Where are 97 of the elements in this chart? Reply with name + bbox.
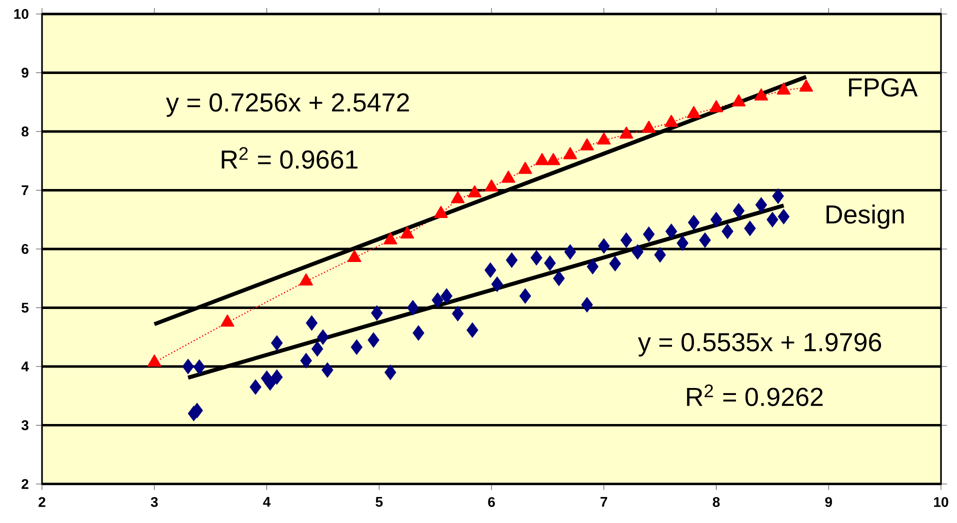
x-tick-label: 3 xyxy=(150,497,158,507)
x-tick-label: 2 xyxy=(38,497,46,507)
point xyxy=(530,250,542,266)
x-tick-label: 9 xyxy=(825,497,832,507)
point xyxy=(632,244,644,260)
point xyxy=(368,332,380,348)
point xyxy=(271,369,283,385)
x-tick-label: 4 xyxy=(263,497,271,507)
point xyxy=(466,322,478,338)
point xyxy=(194,359,206,375)
point xyxy=(535,153,549,166)
point xyxy=(598,238,610,254)
point xyxy=(350,339,362,355)
point xyxy=(722,224,734,239)
point xyxy=(732,203,745,218)
point xyxy=(484,262,496,278)
point xyxy=(710,212,722,228)
x-tick-label: 7 xyxy=(600,497,608,507)
y-tick-label: 8 xyxy=(22,126,28,136)
point xyxy=(664,114,678,127)
series-label: Design xyxy=(826,204,904,229)
point xyxy=(384,232,398,244)
point xyxy=(553,270,565,286)
point xyxy=(434,206,448,218)
annotation: y = 0.7256x + 2.5472 xyxy=(166,93,409,117)
y-tick-label: 3 xyxy=(21,420,28,430)
point xyxy=(642,120,656,133)
point xyxy=(732,94,746,106)
annotation: R$^{2}$ = 0.9262 xyxy=(687,384,823,406)
point xyxy=(688,214,700,230)
point xyxy=(322,362,334,378)
y-tick-label: 5 xyxy=(22,302,29,313)
x-tick-label: 5 xyxy=(376,497,383,507)
point xyxy=(407,300,419,316)
series-label: FPGA xyxy=(849,78,918,97)
x-tick-label: 6 xyxy=(488,497,495,507)
point xyxy=(312,341,324,356)
annotation: y = 0.5535x + 1.9796 xyxy=(638,332,882,357)
point xyxy=(412,325,424,341)
point xyxy=(384,364,396,380)
point xyxy=(491,276,503,292)
y-tick-label: 2 xyxy=(22,479,28,489)
point xyxy=(597,132,611,144)
point xyxy=(676,236,688,251)
point xyxy=(581,297,593,312)
point xyxy=(686,106,701,118)
point xyxy=(654,247,666,262)
point xyxy=(766,212,778,228)
x-tick-label: 8 xyxy=(712,497,720,507)
point xyxy=(586,259,598,274)
point xyxy=(450,191,465,204)
point xyxy=(182,358,194,374)
point xyxy=(506,252,518,268)
point xyxy=(563,147,578,160)
y-tick-label: 7 xyxy=(22,185,28,196)
point xyxy=(620,232,632,248)
point xyxy=(432,292,444,308)
point xyxy=(271,335,283,351)
point xyxy=(250,379,262,395)
point xyxy=(580,138,594,150)
point xyxy=(699,232,711,248)
point xyxy=(452,306,464,322)
point xyxy=(306,315,318,331)
point xyxy=(317,330,329,345)
x-tick-label: 10 xyxy=(934,497,948,507)
point xyxy=(440,288,452,304)
point xyxy=(564,244,576,260)
point xyxy=(754,88,768,100)
point xyxy=(484,180,498,192)
point xyxy=(300,353,312,368)
point xyxy=(744,220,756,236)
point xyxy=(518,162,532,174)
point xyxy=(348,250,362,262)
y-tick-label: 6 xyxy=(22,244,28,254)
point xyxy=(755,197,768,213)
point xyxy=(519,288,532,304)
point xyxy=(666,224,678,239)
y-tick-label: 9 xyxy=(22,68,28,78)
point xyxy=(546,153,560,166)
point xyxy=(502,170,516,183)
point xyxy=(778,209,790,224)
point xyxy=(371,305,383,321)
point xyxy=(799,80,813,92)
y-tick-label: 10 xyxy=(14,9,28,19)
point xyxy=(709,100,724,112)
y-tick-label: 4 xyxy=(21,362,29,372)
point xyxy=(772,188,784,204)
point xyxy=(544,255,556,271)
point xyxy=(400,226,414,238)
point xyxy=(299,274,313,286)
point xyxy=(620,126,634,139)
point xyxy=(776,82,791,95)
point xyxy=(468,185,482,198)
annotation: R$^{2}$ = 0.9661 xyxy=(222,147,358,169)
point xyxy=(264,375,276,391)
point xyxy=(643,226,655,242)
point xyxy=(609,256,621,272)
